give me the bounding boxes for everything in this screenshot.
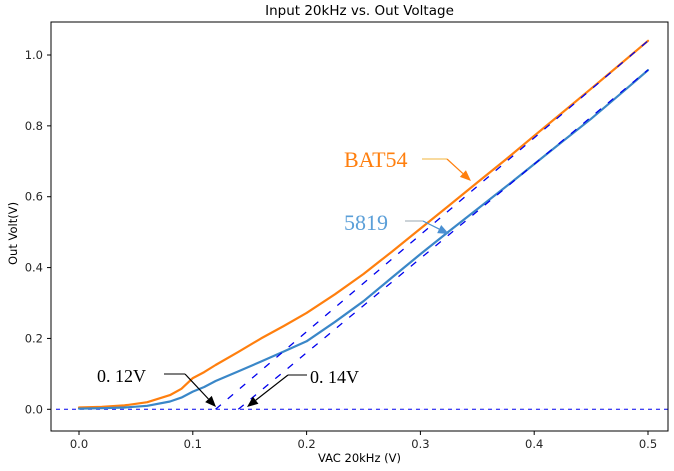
annotation-arrow-shaft <box>255 374 289 401</box>
curve-bat54 <box>77 39 650 409</box>
y-tick-label: 0.6 <box>25 190 43 204</box>
x-tick-label: 0.5 <box>639 437 657 451</box>
x-tick-label: 0.4 <box>525 437 543 451</box>
annotation-label: 0. 12V <box>97 366 146 386</box>
annotation-arrow-shaft <box>184 373 209 400</box>
annotation-arrow-shaft <box>422 220 440 230</box>
x-tick-label: 0.1 <box>184 437 202 451</box>
annotation-label: 0. 14V <box>310 367 359 387</box>
x-tick-label: 0.3 <box>411 437 429 451</box>
curve-5819 <box>77 69 650 410</box>
y-tick-label: 0.8 <box>25 119 43 133</box>
chart-title: Input 20kHz vs. Out Voltage <box>265 3 454 19</box>
y-tick-label: 0.4 <box>25 261 43 275</box>
y-tick-label: 1.0 <box>25 48 43 62</box>
annotation-arrowhead <box>205 395 216 407</box>
5819-linear-fit <box>237 69 649 410</box>
plot-box <box>50 21 669 432</box>
y-tick-label: 0.0 <box>25 402 43 416</box>
y-tick-label: 0.2 <box>25 331 43 345</box>
x-tick-label: 0.0 <box>70 437 88 451</box>
x-axis-label: VAC 20kHz (V) <box>318 451 401 465</box>
annotation-label: BAT54 <box>344 147 408 172</box>
annotation-arrowhead <box>459 170 471 181</box>
annotation-arrowhead <box>437 225 449 234</box>
annotation-label: 5819 <box>344 210 388 235</box>
annotation-arrowhead <box>247 396 259 407</box>
x-tick-label: 0.2 <box>297 437 315 451</box>
annotation-arrow-shaft <box>446 158 464 175</box>
